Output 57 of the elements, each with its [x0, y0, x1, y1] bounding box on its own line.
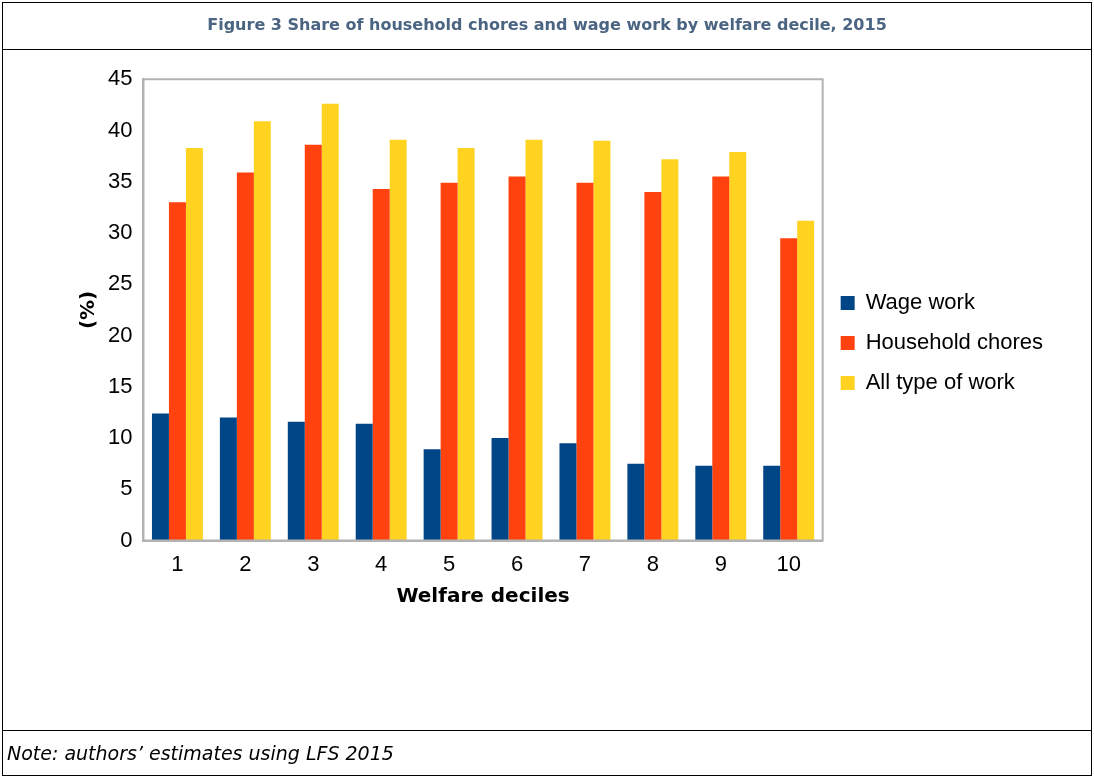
bar	[525, 139, 543, 541]
bar	[729, 152, 747, 541]
y-tick-label: 20	[107, 321, 133, 347]
bar	[457, 147, 475, 541]
y-tick-label: 25	[107, 270, 133, 296]
x-tick-label: 4	[375, 550, 388, 576]
x-tick-label: 5	[442, 550, 456, 576]
x-axis-title: Welfare deciles	[396, 583, 570, 608]
x-tick-label: 8	[646, 550, 659, 576]
bar	[661, 159, 679, 541]
legend-label: Household chores	[865, 329, 1044, 355]
bar	[559, 443, 577, 541]
bar	[644, 191, 662, 541]
bar	[780, 238, 798, 541]
x-tick-label: 6	[510, 550, 524, 576]
y-tick-label: 5	[120, 475, 133, 501]
legend-label: Wage work	[865, 289, 976, 315]
bar	[253, 121, 271, 541]
y-tick-label: 35	[107, 167, 133, 193]
bar	[355, 423, 373, 541]
bar	[491, 438, 509, 541]
bar	[593, 140, 611, 541]
y-tick-label: 45	[107, 65, 133, 91]
legend-label: All type of work	[865, 369, 1016, 395]
bar	[695, 465, 713, 541]
bar	[219, 417, 237, 541]
y-tick-label: 10	[107, 424, 133, 450]
x-tick-label: 10	[776, 550, 801, 576]
x-tick-label: 2	[239, 550, 252, 576]
y-tick-label: 0	[120, 526, 133, 552]
y-tick-label: 15	[107, 372, 133, 398]
text: Note: authors’ estimates using LFS 2015	[3, 730, 1091, 775]
y-tick-label: 30	[107, 219, 133, 245]
x-tick-label: 9	[714, 550, 727, 576]
bar	[287, 421, 305, 541]
y-tick-label: 40	[107, 116, 133, 142]
bar	[151, 413, 169, 541]
bar	[763, 465, 781, 541]
y-axis-title: (%)	[75, 290, 100, 330]
bar	[236, 172, 254, 541]
bar	[576, 182, 594, 541]
x-tick-label: 1	[171, 550, 184, 576]
chart-title: Figure 3 Share of household chores and wage work by welfare decile, 2015	[3, 3, 1091, 50]
x-tick-label: 3	[307, 550, 320, 576]
bar	[185, 147, 203, 541]
bar	[627, 463, 645, 541]
bar	[423, 449, 441, 541]
bar	[304, 144, 322, 541]
bar	[168, 202, 186, 541]
bar	[508, 176, 526, 541]
bar	[797, 220, 815, 541]
bar	[372, 188, 390, 541]
bar	[321, 103, 339, 541]
bar	[712, 176, 730, 541]
x-tick-label: 7	[578, 550, 592, 576]
bar	[440, 182, 458, 541]
bar	[389, 139, 407, 541]
